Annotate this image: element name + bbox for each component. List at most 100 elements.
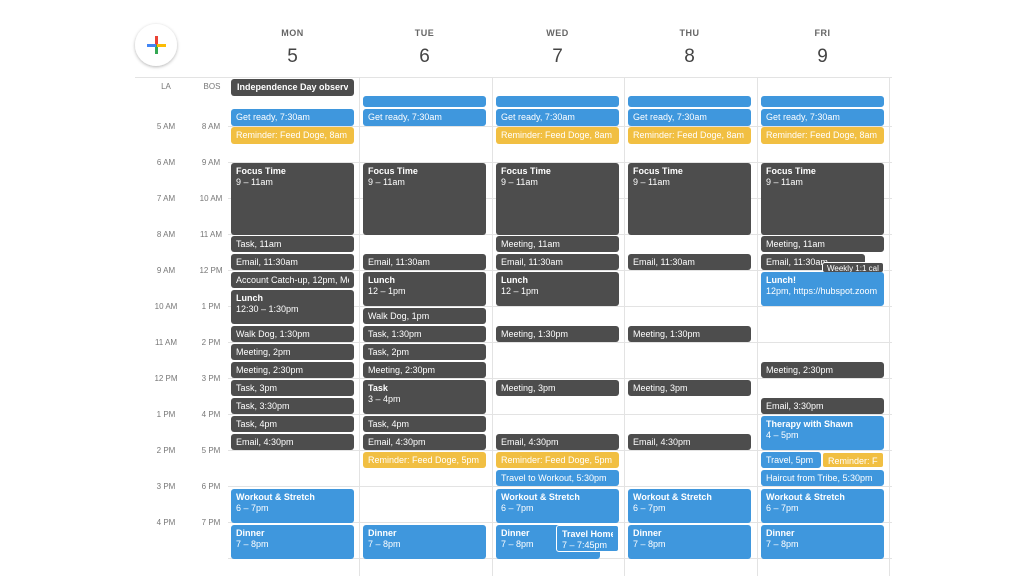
calendar-event[interactable]: Focus Time 9 – 11am	[628, 163, 751, 235]
create-button[interactable]	[130, 20, 184, 74]
calendar-event[interactable]: Meeting, 3pm	[628, 380, 751, 396]
event-title: Task, 4pm	[236, 419, 278, 429]
calendar-event[interactable]: Email, 4:30pm	[496, 434, 619, 450]
hour-line	[135, 414, 141, 415]
calendar-event[interactable]: Meeting, 2:30pm	[363, 362, 486, 378]
bos-hour-label: 3 PM	[201, 374, 221, 383]
event-title: Email, 11:30am	[236, 257, 298, 267]
event-title: Task	[368, 383, 388, 393]
event-time: 9 – 11am	[633, 177, 670, 187]
calendar-event[interactable]: Email, 4:30pm	[363, 434, 486, 450]
event-time: 12 – 1pm	[501, 286, 539, 296]
calendar-event[interactable]: Focus Time 9 – 11am	[496, 163, 619, 235]
calendar-event[interactable]: Dinner 7 – 8pm	[363, 525, 486, 559]
calendar-event[interactable]: Walk Dog, 1:30pm	[231, 326, 354, 342]
calendar-event[interactable]: Lunch 12 – 1pm	[363, 272, 486, 306]
calendar-event[interactable]: Email, 4:30pm	[628, 434, 751, 450]
la-hour-label: 6 AM	[156, 158, 176, 167]
calendar-event[interactable]: Reminder: Feed Doge, 8am	[496, 127, 619, 144]
calendar-event[interactable]: Meeting, 11am	[761, 236, 884, 252]
calendar-event[interactable]: Email, 11:30am	[231, 254, 354, 270]
calendar-event[interactable]: Reminder: Feed Doge, 5pm	[496, 452, 619, 468]
calendar-event[interactable]: Task, 3pm	[231, 380, 354, 396]
calendar-event[interactable]: Email, 11:30am	[363, 254, 486, 270]
calendar-event[interactable]: Meeting, 3pm	[496, 380, 619, 396]
event-title: Task, 4pm	[368, 419, 410, 429]
column-divider	[624, 78, 625, 576]
calendar-event[interactable]: Focus Time 9 – 11am	[363, 163, 486, 235]
calendar-event[interactable]: Lunch! 12pm, https://hubspot.zoom	[761, 272, 884, 306]
calendar-event[interactable]: Workout & Stretch 6 – 7pm	[628, 489, 751, 523]
calendar-event[interactable]: Workout & Stretch 6 – 7pm	[496, 489, 619, 523]
column-divider	[889, 78, 890, 576]
event-title: Workout & Stretch	[766, 492, 845, 502]
calendar-event[interactable]: Reminder: Feed Doge, 8am	[628, 127, 751, 144]
calendar-event[interactable]: Therapy with Shawn 4 – 5pm	[761, 416, 884, 450]
calendar-event[interactable]: Account Catch-up, 12pm, Me	[231, 272, 354, 288]
bos-hour-label: 1 PM	[201, 302, 221, 311]
la-hour-label: 11 AM	[154, 338, 178, 347]
bos-hour-label: 4 PM	[201, 410, 221, 419]
la-hour-label: 8 AM	[156, 230, 176, 239]
calendar-event[interactable]: Reminder: Fe	[822, 452, 884, 468]
event-title: Reminder: Feed Doge, 8am	[236, 130, 348, 140]
calendar-event[interactable]: Workout & Stretch 6 – 7pm	[761, 489, 884, 523]
calendar-event[interactable]: Meeting, 2:30pm	[231, 362, 354, 378]
calendar-event[interactable]: Haircut from Tribe, 5:30pm	[761, 470, 884, 486]
calendar-event[interactable]: Dinner 7 – 8pm	[628, 525, 751, 559]
calendar-event[interactable]: Walk Dog, 1pm	[363, 308, 486, 324]
event-title: Email, 11:30am	[368, 257, 430, 267]
calendar-event[interactable]: Focus Time 9 – 11am	[761, 163, 884, 235]
calendar-event[interactable]: Reminder: Feed Doge, 8am	[761, 127, 884, 144]
calendar-event[interactable]: Meeting, 11am	[496, 236, 619, 252]
calendar-event[interactable]: Email, 11:30am	[628, 254, 751, 270]
hour-line	[135, 342, 141, 343]
calendar-event[interactable]: Email, 3:30pm	[761, 398, 884, 414]
day-date: 8	[684, 46, 695, 67]
hour-line	[135, 126, 141, 127]
calendar-event[interactable]: Travel Home 7 – 7:45pm	[556, 525, 619, 552]
calendar-event[interactable]: Task 3 – 4pm	[363, 380, 486, 414]
event-title: Dinner	[368, 528, 397, 538]
calendar-event[interactable]: Dinner 7 – 8pm	[761, 525, 884, 559]
event-title: Email, 4:30pm	[501, 437, 559, 447]
calendar-event[interactable]: Task, 11am	[231, 236, 354, 252]
la-hour-label: 10 AM	[154, 302, 178, 311]
event-title: Meeting, 2:30pm	[766, 365, 834, 375]
calendar-event[interactable]: Get ready, 7:30am	[628, 109, 751, 126]
calendar-event[interactable]: Email, 11:30am	[496, 254, 619, 270]
calendar-event[interactable]: Lunch 12 – 1pm	[496, 272, 619, 306]
calendar-event[interactable]: Meeting, 1:30pm	[628, 326, 751, 342]
calendar-event[interactable]: Get ready, 7:30am	[496, 109, 619, 126]
calendar-event[interactable]: Task, 1:30pm	[363, 326, 486, 342]
calendar-event[interactable]: Get ready, 7:30am	[231, 109, 354, 126]
event-continuation	[363, 96, 486, 107]
calendar-event[interactable]: Email, 4:30pm	[231, 434, 354, 450]
calendar-event[interactable]: Task, 4pm	[231, 416, 354, 432]
calendar-event[interactable]: Workout & Stretch 6 – 7pm	[231, 489, 354, 523]
calendar-event[interactable]: Get ready, 7:30am	[761, 109, 884, 126]
calendar-event[interactable]: Travel to Workout, 5:30pm	[496, 470, 619, 486]
calendar-event[interactable]: Focus Time 9 – 11am	[231, 163, 354, 235]
event-title: Get ready, 7:30am	[633, 112, 707, 122]
timezone-label: BOS	[203, 82, 221, 91]
calendar-event[interactable]: Meeting, 1:30pm	[496, 326, 619, 342]
event-title: Email, 11:30am	[633, 257, 695, 267]
calendar-event[interactable]: Reminder: Feed Doge, 8am	[231, 127, 354, 144]
calendar-event[interactable]: Meeting, 2:30pm	[761, 362, 884, 378]
calendar-event[interactable]: Dinner 7 – 8pm	[231, 525, 354, 559]
hour-line	[135, 270, 141, 271]
calendar-event[interactable]: Meeting, 2pm	[231, 344, 354, 360]
event-title: Email, 4:30pm	[236, 437, 294, 447]
event-time: 7 – 8pm	[236, 539, 269, 549]
header-divider	[135, 77, 892, 78]
calendar-event[interactable]: Get ready, 7:30am	[363, 109, 486, 126]
all-day-event[interactable]: Independence Day observed	[231, 79, 354, 96]
calendar-event[interactable]: Task, 3:30pm	[231, 398, 354, 414]
calendar-event[interactable]: Reminder: Feed Doge, 5pm	[363, 452, 486, 468]
calendar-event[interactable]: Task, 4pm	[363, 416, 486, 432]
calendar-event[interactable]: Task, 2pm	[363, 344, 486, 360]
calendar-event[interactable]: Travel, 5pm	[761, 452, 821, 468]
calendar-event[interactable]: Lunch 12:30 – 1:30pm	[231, 290, 354, 324]
event-time: 9 – 11am	[368, 177, 405, 187]
